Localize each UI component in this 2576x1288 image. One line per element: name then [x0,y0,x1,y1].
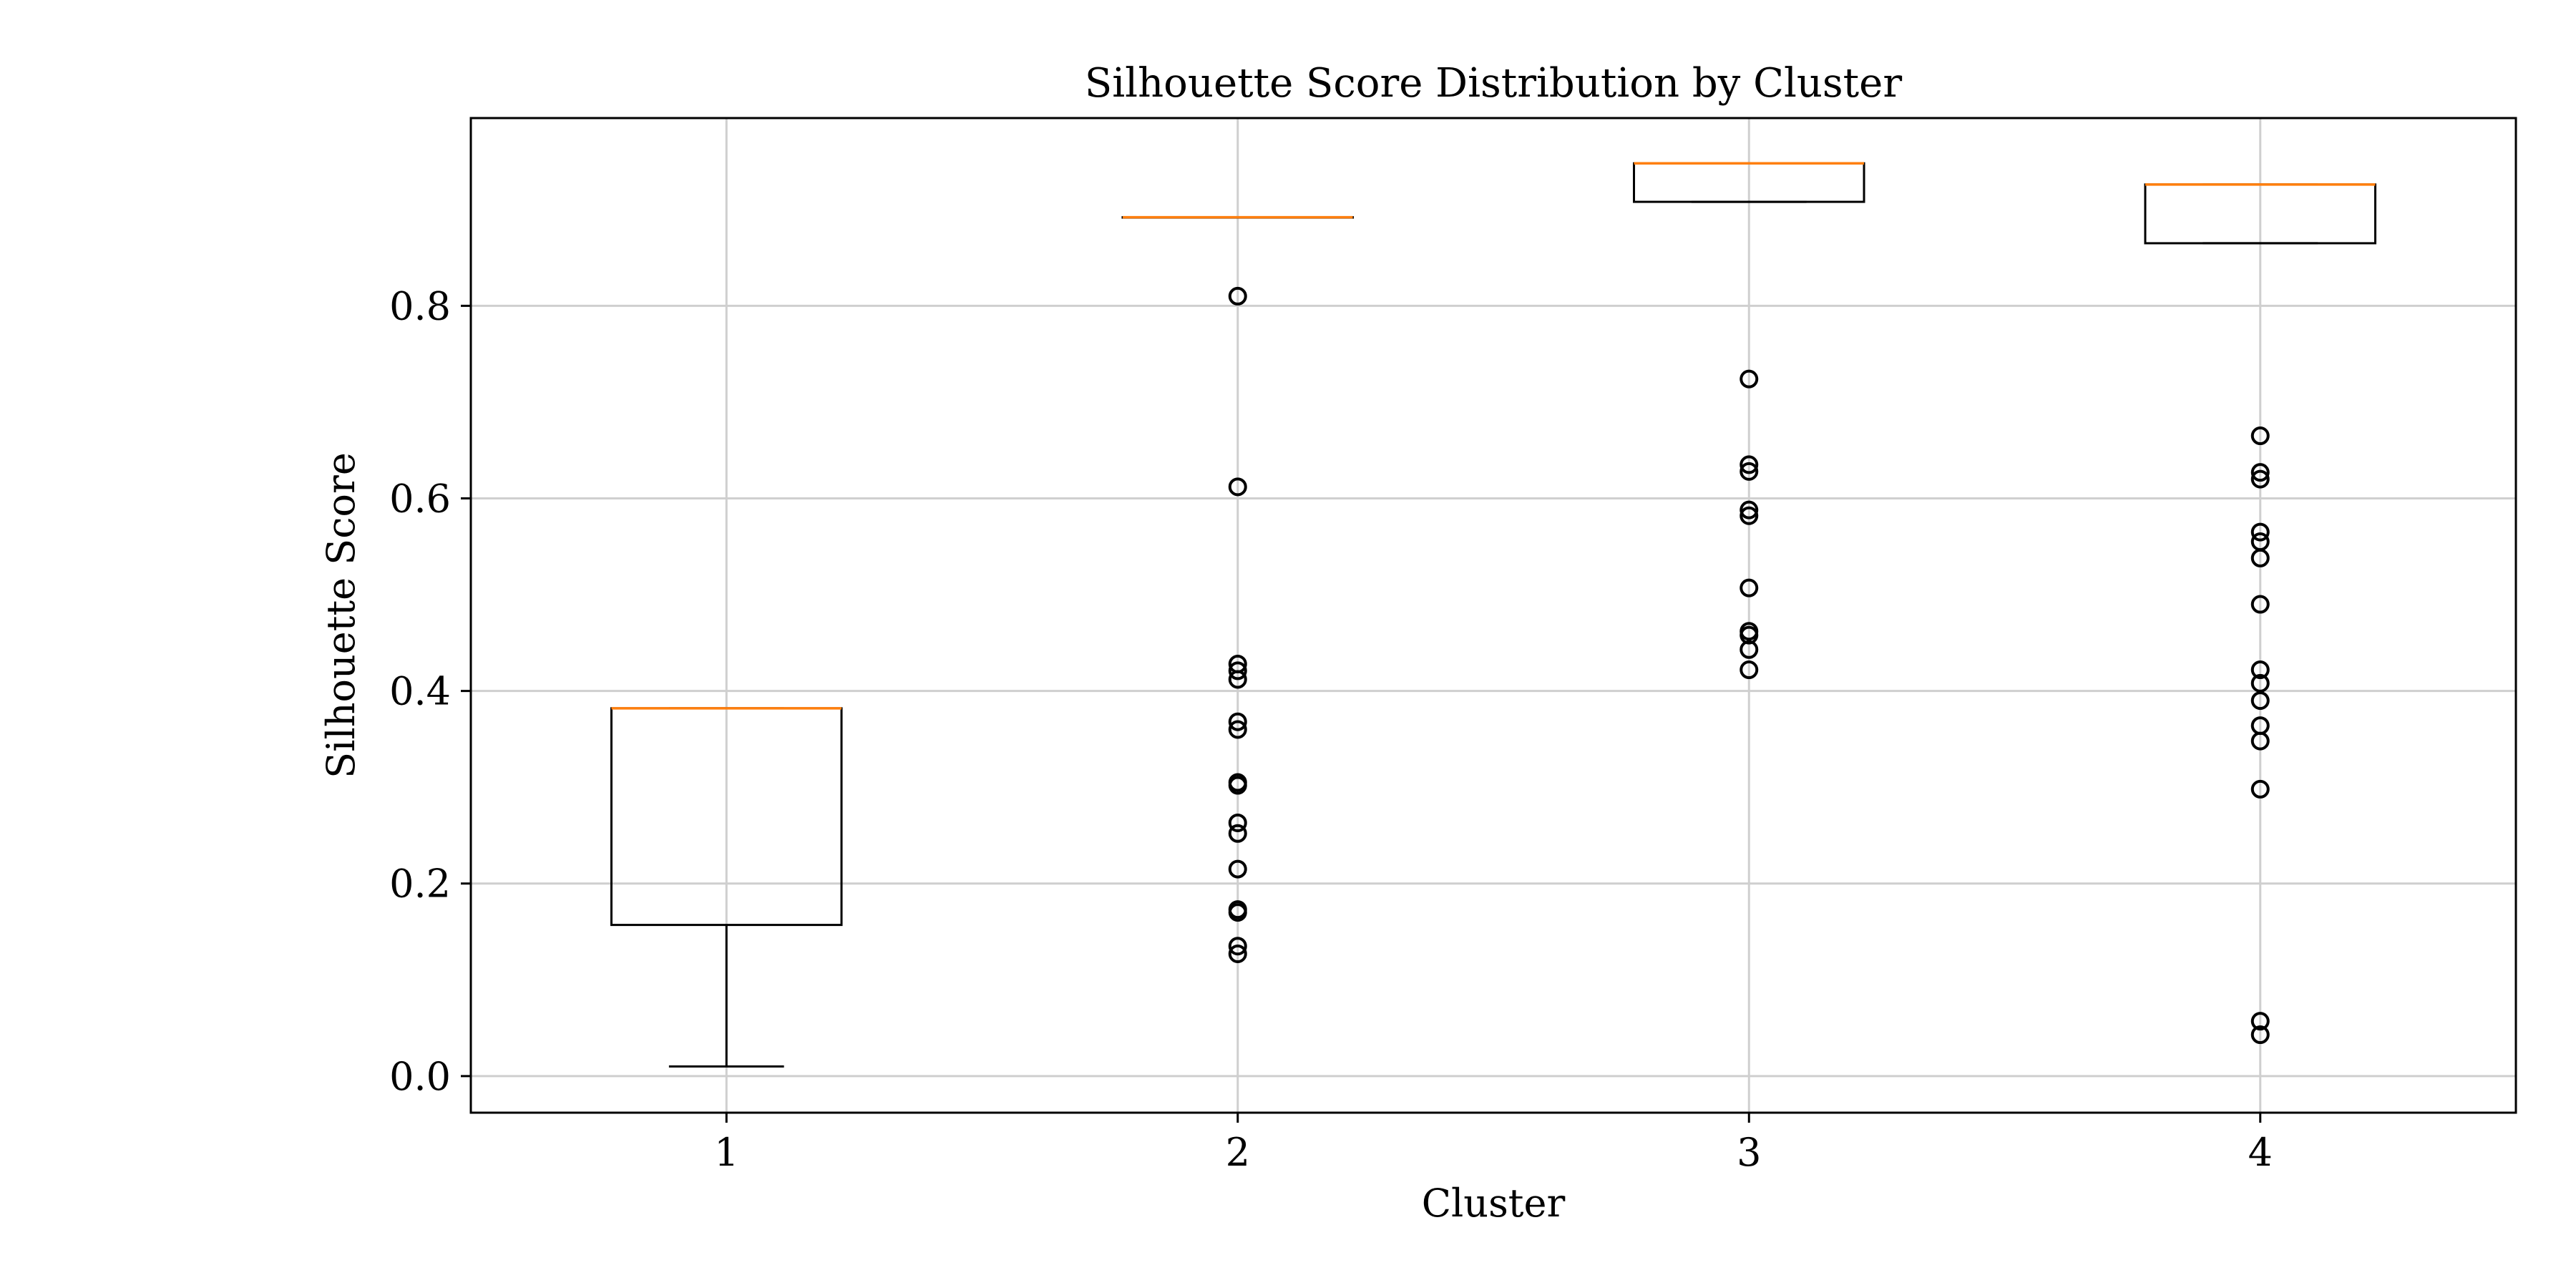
y-tick-label: 0.6 [389,477,451,522]
outlier-point [2250,595,2270,614]
outlier-point [2250,463,2270,482]
outlier-point [2250,1012,2270,1031]
outlier-point [1228,903,1247,922]
ticks-layer: 0.0 0.2 0.4 0.6 0.8 1 2 3 4 [389,283,2273,1175]
boxes-layer [610,162,2377,1068]
outlier-point [1228,859,1247,879]
grid-layer [471,118,2516,1113]
outlier-point [1740,369,1759,389]
x-tick-label: 4 [2248,1130,2273,1175]
outlier-point [1228,712,1247,731]
x-tick-label: 3 [1737,1130,1761,1175]
outlier-point [1740,578,1759,597]
outlier-point [1740,506,1759,525]
x-tick-label: 2 [1226,1130,1250,1175]
x-tick-label: 1 [714,1130,738,1175]
y-tick-label: 0.4 [389,669,451,714]
outlier-point [1228,944,1247,963]
x-axis-label: Cluster [1422,1181,1566,1226]
outlier-point [2250,673,2270,693]
outlier-point [1740,455,1759,474]
outlier-point [1228,813,1247,832]
y-tick-label: 0.8 [389,283,451,328]
outlier-point [2250,779,2270,799]
y-tick-label: 0.0 [389,1054,451,1099]
outlier-point [1228,670,1247,689]
outlier-point [1740,640,1759,659]
outlier-point [1228,720,1247,739]
outlier-point [1740,500,1759,519]
y-axis-label: Silhouette Score [318,452,364,779]
y-tick-label: 0.2 [389,862,451,907]
outlier-point [2250,660,2270,680]
outlier-point [2250,1025,2270,1045]
outlier-point [1228,661,1247,680]
box-group-cluster-3 [1632,162,1865,203]
outlier-point [1740,660,1759,680]
outlier-point [2250,731,2270,751]
outlier-point [2250,548,2270,567]
chart-title: Silhouette Score Distribution by Cluster [1085,60,1902,107]
outlier-point [1228,937,1247,956]
outlier-point [2250,691,2270,711]
outlier-point [1228,776,1247,795]
outlier-point [1228,286,1247,306]
box-group-cluster-4 [2144,183,2377,245]
outlier-point [2250,469,2270,489]
box-group-cluster-1 [610,707,843,1068]
plot-frame [469,117,2517,1114]
outlier-point [1228,477,1247,497]
outlier-point [1228,824,1247,843]
outlier-point [1740,462,1759,481]
fliers-layer [1228,286,2270,1045]
outlier-point [2250,426,2270,446]
outlier-point [2250,522,2270,542]
